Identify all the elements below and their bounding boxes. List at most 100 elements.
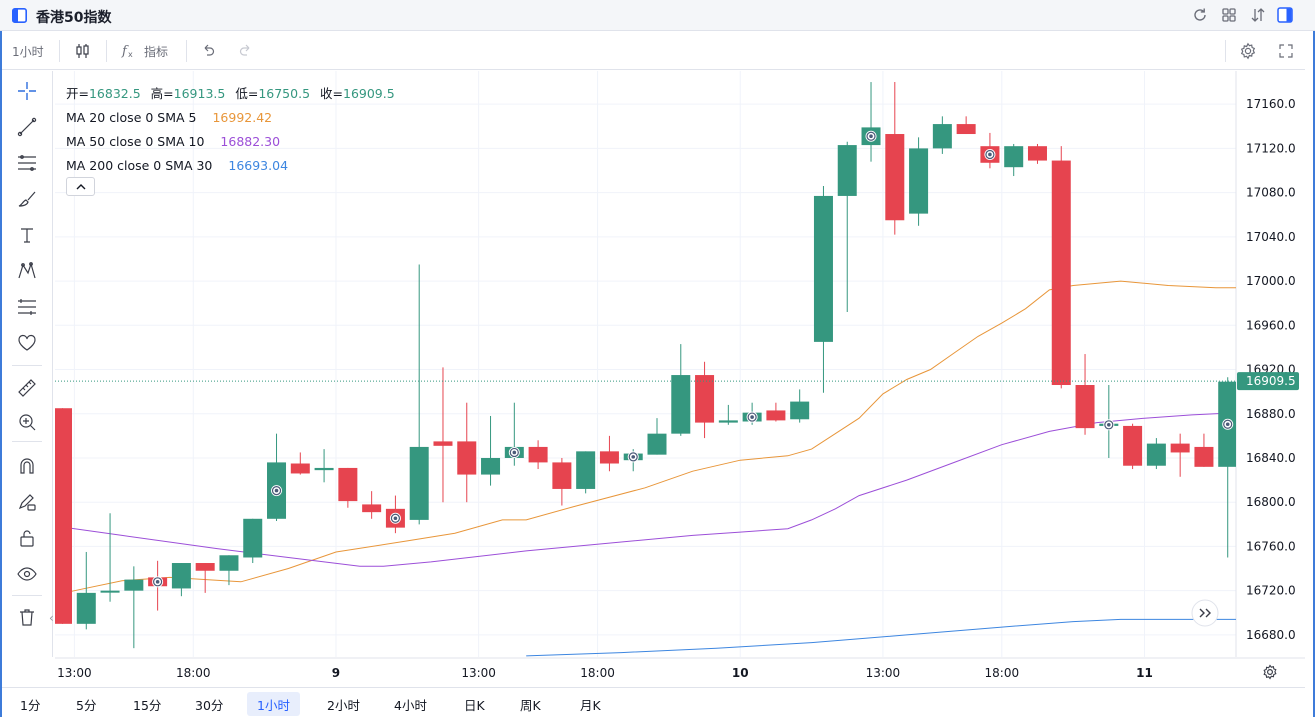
widget-frame (0, 31, 1315, 717)
zoom-tool[interactable] (14, 409, 40, 435)
svg-text:x: x (128, 50, 133, 59)
marker-dot (988, 152, 992, 157)
brush-tool[interactable] (14, 186, 40, 212)
open-value: 16832.5 (88, 86, 141, 101)
last-price-badge (1237, 372, 1299, 391)
candle-down (338, 467, 358, 508)
candle-body (695, 375, 715, 423)
candle-up (671, 344, 691, 436)
chart-type-button[interactable] (74, 32, 92, 70)
marker-dot (1225, 422, 1230, 427)
scroll-to-realtime-button[interactable] (1191, 599, 1219, 627)
marker-dot (512, 450, 517, 455)
magnet-tool[interactable] (14, 453, 40, 479)
candle-body (1123, 425, 1143, 466)
text-tool[interactable] (14, 222, 40, 248)
sidebar-toggle-icon[interactable] (12, 8, 27, 23)
marker-dot (155, 580, 160, 584)
interval-selector[interactable]: 1小时 (12, 32, 44, 70)
candle-down (1194, 433, 1214, 467)
time-tick-label: 18:00 (985, 666, 1020, 680)
delete-tool[interactable] (14, 604, 40, 630)
candle-up (76, 551, 96, 630)
lock-tool[interactable] (14, 525, 40, 551)
timeframe-option[interactable]: 日K (464, 697, 485, 713)
candle-down (362, 491, 382, 519)
fullscreen-button[interactable] (1278, 32, 1294, 70)
timeframe-option[interactable]: 月K (580, 697, 601, 713)
candle-body (433, 441, 453, 446)
candle-body (837, 145, 857, 196)
timeframe-option[interactable]: 1小时 (247, 692, 300, 716)
candle-down (1123, 423, 1143, 470)
candle-body (243, 518, 263, 558)
layout-button[interactable] (1220, 6, 1238, 24)
brush-icon (18, 191, 36, 207)
candle-body (1075, 385, 1095, 429)
candle-down (457, 402, 477, 503)
candle-body (576, 451, 596, 489)
timeframe-option[interactable]: 2小时 (327, 697, 360, 713)
favorites-tool[interactable] (14, 330, 40, 356)
candle-body (55, 408, 72, 624)
pattern-tool[interactable] (14, 258, 40, 284)
candle-body (481, 457, 501, 475)
timeframe-option[interactable]: 4小时 (394, 697, 427, 713)
trend-line-icon (17, 117, 37, 137)
timeframe-option[interactable]: 1分 (20, 697, 41, 713)
refresh-button[interactable] (1191, 6, 1209, 24)
left-toolbar-toggle-icon: ‹ (49, 611, 54, 625)
parallel-lines-icon (18, 155, 36, 171)
price-tick-label: 16680.0 (1246, 628, 1296, 642)
marker-ring (628, 452, 638, 462)
trend-line-tool[interactable] (14, 114, 40, 140)
candle-up (909, 137, 929, 226)
time-tick-label: 13:00 (866, 666, 901, 680)
ma50-row[interactable]: MA 50 close 0 SMA 10 16882.30 (66, 130, 401, 154)
price-tick-label: 17160.0 (1246, 97, 1296, 111)
high-label: 高= (150, 86, 174, 101)
candle-up (861, 82, 881, 162)
redo-button[interactable] (238, 32, 254, 70)
ruler-tool[interactable] (14, 375, 40, 401)
indicators-label: 指标 (144, 44, 169, 59)
marker-dot (1107, 423, 1111, 427)
candle-body (219, 555, 239, 571)
double-chevron-right-icon (1199, 608, 1211, 618)
moving-average-lines (55, 280, 1236, 657)
candle-body (813, 195, 833, 342)
timeframe-option[interactable]: 15分 (133, 697, 162, 713)
time-tick-label: 13:00 (461, 666, 496, 680)
ma20-row[interactable]: MA 20 close 0 SMA 5 16992.42 (66, 106, 401, 130)
time-tick-label: 11 (1136, 666, 1153, 680)
timeframe-option[interactable]: 周K (520, 697, 541, 713)
panel-toggle-button[interactable] (1276, 6, 1294, 24)
timeframe-option[interactable]: 5分 (76, 697, 97, 713)
ma200-row[interactable]: MA 200 close 0 SMA 30 16693.04 (66, 154, 401, 178)
close-label: 收= (320, 86, 343, 101)
visibility-tool[interactable] (14, 561, 40, 587)
candle-down (599, 435, 619, 472)
draw-mode-tool[interactable] (14, 489, 40, 515)
time-axis-settings-icon[interactable] (1263, 664, 1277, 680)
horizontal-lines-tool[interactable] (14, 150, 40, 176)
legend-collapse-button[interactable] (66, 177, 95, 196)
measure-tool[interactable] (14, 294, 40, 320)
marker-ring (747, 412, 757, 422)
crosshair-tool[interactable] (14, 78, 40, 104)
undo-button[interactable] (200, 32, 216, 70)
eye-icon (17, 567, 37, 581)
sort-button[interactable] (1249, 6, 1267, 24)
low-value: 16750.5 (258, 86, 311, 101)
candle-down (1027, 143, 1047, 164)
price-tick-label: 16840.0 (1246, 451, 1296, 465)
timeframe-option[interactable]: 30分 (195, 697, 224, 713)
panel-right-icon (1277, 7, 1293, 23)
ma-line (526, 618, 1236, 657)
settings-button[interactable] (1239, 32, 1257, 70)
candle-down (528, 440, 548, 470)
pattern-icon (18, 261, 36, 279)
toolbar-divider (106, 40, 107, 62)
